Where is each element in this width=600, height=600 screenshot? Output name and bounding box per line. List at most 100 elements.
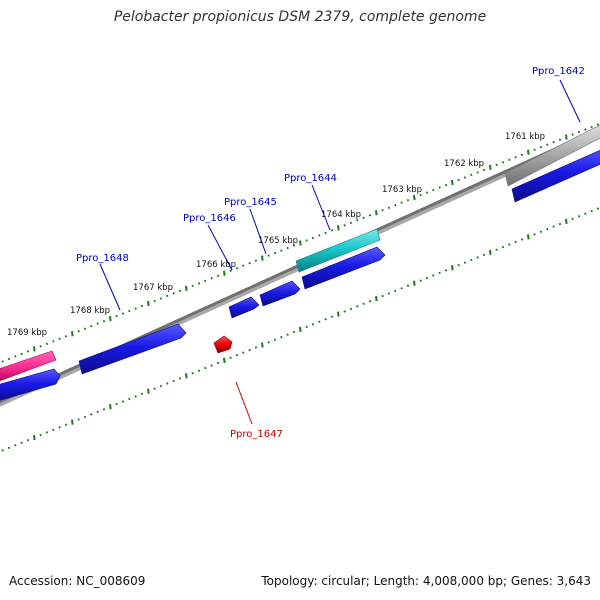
gene-feature-ppro-1644-rna[interactable] xyxy=(295,228,381,273)
inner-ring-tick xyxy=(229,356,232,359)
inner-ring-tick xyxy=(546,227,549,231)
inner-ring-tick xyxy=(318,320,321,323)
gene-label-ppro-1646[interactable]: Ppro_1646 xyxy=(183,213,236,224)
outer-ring-tick xyxy=(14,355,17,358)
inner-ring-tick xyxy=(109,404,112,410)
outer-ring-tick xyxy=(261,255,264,261)
outer-ring-tick xyxy=(387,206,391,209)
outer-ring-tick xyxy=(356,219,359,222)
outer-ring-tick xyxy=(292,244,296,247)
inner-ring-tick xyxy=(565,218,568,225)
outer-ring-tick xyxy=(58,337,61,340)
outer-ring-tick xyxy=(419,193,422,197)
inner-ring-tick xyxy=(501,245,505,249)
accession-label: Accession: NC_008609 xyxy=(9,574,146,588)
outer-ring-tick xyxy=(210,277,213,280)
outer-ring-tick xyxy=(77,330,80,333)
gene-label-ppro-1644[interactable]: Ppro_1644 xyxy=(284,173,337,184)
outer-ring-tick xyxy=(337,225,340,231)
gene-feature-ppro-1645[interactable] xyxy=(259,280,301,307)
gene-feature-pink[interactable] xyxy=(0,350,57,383)
gene-label-ppro-1648[interactable]: Ppro_1648 xyxy=(76,253,129,264)
inner-ring-tick xyxy=(172,379,175,383)
inner-ring-tick xyxy=(153,387,156,390)
inner-ring-tick xyxy=(90,413,93,416)
outer-ring-tick xyxy=(229,269,232,272)
outer-ring-tick xyxy=(527,149,530,155)
outer-ring-tick xyxy=(83,327,87,330)
gene-feature-ppro-1646[interactable] xyxy=(228,296,260,319)
outer-ring-tick xyxy=(476,171,479,174)
outer-ring-tick xyxy=(489,164,492,170)
gene-feature-ppro-1647[interactable] xyxy=(213,335,233,354)
outer-ring-tick xyxy=(33,346,36,352)
inner-ring-tick xyxy=(20,441,23,444)
outer-ring-tick xyxy=(305,239,308,242)
outer-ring-tick xyxy=(552,140,555,144)
ruler-label: 1765 kbp xyxy=(258,236,298,246)
inner-ring-tick xyxy=(58,426,61,429)
inner-ring-tick xyxy=(191,372,194,375)
inner-ring-tick xyxy=(406,284,410,287)
outer-ring-tick xyxy=(140,304,144,308)
inner-ring-tick xyxy=(324,318,327,321)
inner-ring-tick xyxy=(432,274,435,277)
gene-feature-blue-left[interactable] xyxy=(0,368,61,402)
inner-ring-tick xyxy=(267,341,270,344)
ruler-label: 1767 kbp xyxy=(133,283,173,293)
gene-label-ppro-1645[interactable]: Ppro_1645 xyxy=(224,197,277,208)
inner-ring-tick xyxy=(292,330,296,334)
genome-summary: Topology: circular; Length: 4,008,000 bp… xyxy=(261,574,591,588)
gene-feature-ppro-1644-cds[interactable] xyxy=(301,246,386,290)
gene-feature-ppro-1648[interactable] xyxy=(78,323,187,375)
inner-ring-tick xyxy=(1,449,4,452)
gene-feature-ppro-1642-gray[interactable] xyxy=(504,120,600,187)
inner-ring-tick xyxy=(52,428,55,432)
inner-ring-tick xyxy=(539,230,543,233)
gene-label-ppro-1642[interactable]: Ppro_1642 xyxy=(532,66,585,77)
outer-ring-tick xyxy=(121,312,125,315)
inner-ring-tick xyxy=(248,348,251,352)
outer-ring-tick xyxy=(299,240,302,246)
outer-ring-tick xyxy=(463,176,467,179)
leader-ppro-1645 xyxy=(249,208,267,255)
inner-ring-tick xyxy=(463,261,467,264)
outer-ring-tick xyxy=(166,294,169,298)
leader-ppro-1642 xyxy=(559,79,581,123)
outer-ring-tick xyxy=(185,285,188,291)
inner-ring-tick xyxy=(14,444,17,447)
inner-ring-tick xyxy=(71,419,74,425)
outer-ring-tick xyxy=(501,161,505,164)
inner-ring-tick xyxy=(96,410,99,414)
ruler-label: 1768 kbp xyxy=(70,306,110,316)
outer-ring-tick xyxy=(71,331,74,337)
inner-ring-tick xyxy=(482,253,486,257)
inner-ring-tick xyxy=(457,263,460,267)
ruler-label: 1761 kbp xyxy=(505,132,545,142)
genome-title: Pelobacter propionicus DSM 2379, complet… xyxy=(113,9,487,25)
inner-ring-tick xyxy=(33,434,36,441)
inner-ring-tick xyxy=(400,287,403,290)
inner-ring-tick xyxy=(223,357,226,363)
inner-ring-tick xyxy=(185,373,188,379)
inner-ring-tick xyxy=(273,338,277,341)
inner-ring-tick xyxy=(235,354,239,357)
outer-ring-tick xyxy=(539,146,543,149)
inner-ring-tick xyxy=(242,351,245,354)
inner-ring-tick xyxy=(178,377,182,380)
gene-feature-ppro-1642-blue[interactable] xyxy=(511,146,600,203)
inner-ring-tick xyxy=(552,225,555,228)
outer-ring-tick xyxy=(565,134,568,140)
outer-tick-ring xyxy=(1,123,600,363)
leader-ppro-1646 xyxy=(207,224,233,271)
inner-ring-tick xyxy=(45,431,49,434)
outer-ring-tick xyxy=(368,214,372,217)
inner-ring-tick xyxy=(115,402,118,406)
outer-ring-tick xyxy=(1,360,4,363)
gene-label-ppro-1647[interactable]: Ppro_1647 xyxy=(230,429,283,440)
outer-ring-tick xyxy=(438,186,441,189)
inner-ring-tick xyxy=(64,423,68,426)
inner-ring-tick xyxy=(166,382,169,385)
outer-ring-tick xyxy=(577,130,581,134)
inner-ring-tick xyxy=(147,388,150,394)
